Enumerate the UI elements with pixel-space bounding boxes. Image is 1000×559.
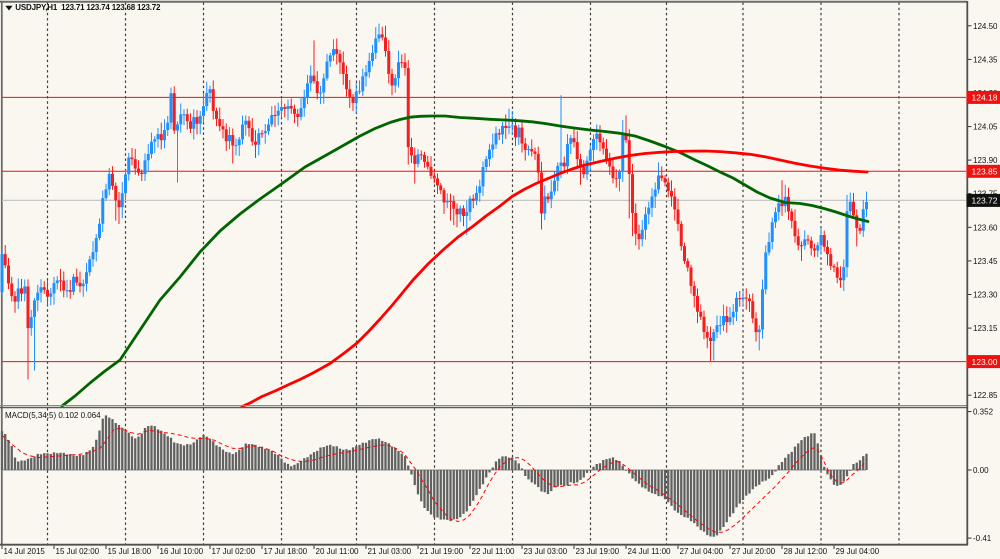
svg-text:27 Jul 04:00: 27 Jul 04:00: [680, 547, 724, 556]
svg-text:0.352: 0.352: [973, 408, 994, 417]
svg-text:16 Jul 10:00: 16 Jul 10:00: [160, 547, 204, 556]
svg-text:20 Jul 11:00: 20 Jul 11:00: [316, 547, 360, 556]
svg-text:USDJPY,H1 123.71 123.74 123.6: USDJPY,H1 123.71 123.74 123.68 123.72: [15, 3, 161, 12]
svg-text:123.30: 123.30: [973, 291, 998, 300]
svg-text:23 Jul 19:00: 23 Jul 19:00: [576, 547, 620, 556]
svg-text:28 Jul 12:00: 28 Jul 12:00: [784, 547, 828, 556]
svg-text:124.35: 124.35: [973, 55, 998, 64]
svg-text:123.72: 123.72: [972, 196, 998, 206]
svg-text:24 Jul 11:00: 24 Jul 11:00: [628, 547, 672, 556]
svg-text:123.85: 123.85: [972, 167, 998, 177]
svg-text:23 Jul 03:00: 23 Jul 03:00: [524, 547, 568, 556]
svg-text:0.00: 0.00: [973, 466, 989, 475]
svg-text:17 Jul 02:00: 17 Jul 02:00: [212, 547, 256, 556]
svg-text:122.85: 122.85: [973, 391, 998, 400]
svg-text:MACD(5,34,5) 0.102 0.064: MACD(5,34,5) 0.102 0.064: [5, 411, 101, 420]
svg-text:21 Jul 19:00: 21 Jul 19:00: [420, 547, 464, 556]
svg-text:124.50: 124.50: [973, 22, 998, 31]
svg-text:123.60: 123.60: [973, 223, 998, 232]
svg-text:22 Jul 11:00: 22 Jul 11:00: [472, 547, 516, 556]
svg-text:17 Jul 18:00: 17 Jul 18:00: [264, 547, 308, 556]
svg-text:15 Jul 18:00: 15 Jul 18:00: [108, 547, 152, 556]
svg-text:123.00: 123.00: [972, 357, 998, 367]
svg-text:123.15: 123.15: [973, 324, 998, 333]
svg-text:124.18: 124.18: [972, 93, 998, 103]
svg-text:-0.41: -0.41: [973, 534, 992, 543]
svg-text:123.90: 123.90: [973, 156, 998, 165]
svg-text:124.05: 124.05: [973, 123, 998, 132]
svg-text:29 Jul 04:00: 29 Jul 04:00: [836, 547, 880, 556]
svg-text:123.45: 123.45: [973, 257, 998, 266]
svg-text:14 Jul 2015: 14 Jul 2015: [4, 547, 46, 556]
svg-text:21 Jul 03:00: 21 Jul 03:00: [368, 547, 412, 556]
svg-text:27 Jul 20:00: 27 Jul 20:00: [732, 547, 776, 556]
svg-text:15 Jul 02:00: 15 Jul 02:00: [56, 547, 100, 556]
